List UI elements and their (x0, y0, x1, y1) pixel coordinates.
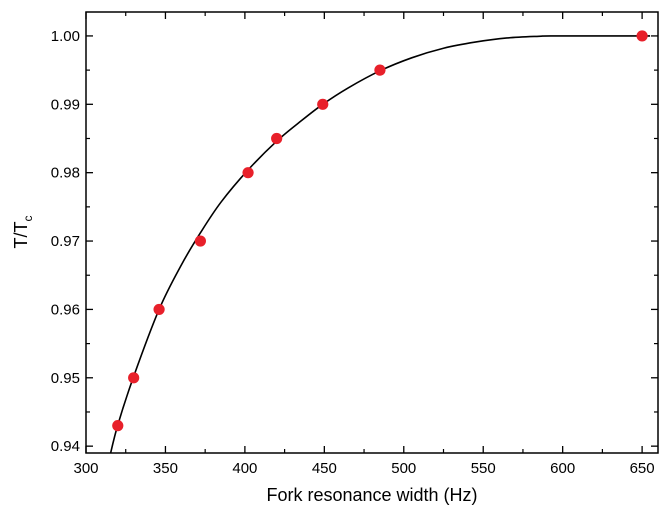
y-tick-label: 0.97 (51, 233, 80, 250)
x-tick-label: 350 (153, 460, 178, 477)
y-tick-label: 0.94 (51, 438, 80, 455)
x-tick-label: 600 (550, 460, 575, 477)
y-tick-label: 0.95 (51, 370, 80, 387)
y-axis-label-subscript: c (21, 216, 35, 222)
x-axis-label: Fork resonance width (Hz) (266, 485, 477, 505)
x-axis-ticks: 300 350 400 450 500 550 600 650 (73, 12, 655, 477)
data-point (194, 235, 206, 247)
y-tick-label: 0.99 (51, 96, 80, 113)
data-point (112, 420, 124, 432)
x-tick-label: 550 (471, 460, 496, 477)
fit-curve-layer (109, 35, 651, 453)
x-tick-label: 400 (232, 460, 257, 477)
y-tick-label: 0.98 (51, 165, 80, 182)
data-points-layer (112, 30, 648, 432)
data-point (153, 303, 165, 316)
plot-frame (85, 11, 659, 454)
y-tick-label: 1.00 (51, 28, 80, 45)
y-axis-ticks: 0.94 0.95 0.96 0.97 0.98 0.99 1.00 (51, 28, 658, 455)
data-point (128, 372, 140, 384)
x-tick-label: 450 (312, 460, 337, 477)
x-tick-label: 500 (391, 460, 416, 477)
data-point (317, 98, 329, 110)
data-point (636, 30, 648, 42)
y-tick-label: 0.96 (51, 301, 80, 318)
y-axis-label: T/Tc (11, 216, 35, 249)
y-axis-label-main: T/T (11, 222, 31, 249)
fit-curve (109, 35, 651, 453)
data-point (242, 167, 254, 179)
x-tick-label: 300 (73, 460, 98, 477)
data-point (374, 64, 386, 76)
plot-area (85, 11, 659, 454)
data-point (271, 132, 283, 145)
x-tick-label: 650 (630, 460, 655, 477)
